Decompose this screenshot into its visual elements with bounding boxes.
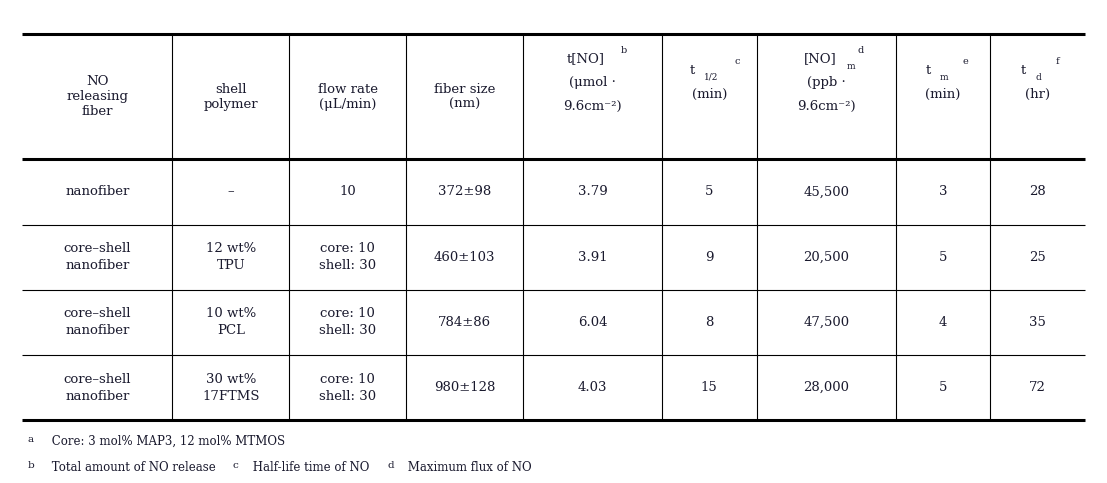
Text: 10 wt%
PCL: 10 wt% PCL [206,307,256,338]
Text: 980±128: 980±128 [434,381,495,394]
Text: 12 wt%
TPU: 12 wt% TPU [206,242,256,272]
Text: 3.79: 3.79 [578,185,608,199]
Text: core: 10
shell: 30: core: 10 shell: 30 [319,242,376,272]
Text: f: f [1056,57,1059,66]
Text: –: – [227,185,234,199]
Text: 9: 9 [705,251,714,264]
Text: Half-life time of NO: Half-life time of NO [249,461,377,474]
Text: 5: 5 [705,185,714,199]
Text: m: m [846,62,855,71]
Text: NO
releasing
fiber: NO releasing fiber [66,75,128,118]
Text: e: e [962,57,968,66]
Text: (min): (min) [692,88,727,100]
Text: 72: 72 [1030,381,1046,394]
Text: 5: 5 [939,251,948,264]
Text: 5: 5 [939,381,948,394]
Text: 6.04: 6.04 [578,316,608,329]
Text: core: 10
shell: 30: core: 10 shell: 30 [319,307,376,338]
Text: core–shell
nanofiber: core–shell nanofiber [63,372,131,403]
Text: t: t [1021,64,1026,76]
Text: 35: 35 [1030,316,1046,329]
Text: (hr): (hr) [1025,88,1051,100]
Text: t: t [690,64,695,76]
Text: 8: 8 [705,316,714,329]
Text: shell
polymer: shell polymer [204,83,258,111]
Text: 15: 15 [701,381,717,394]
Text: a: a [28,435,34,444]
Text: 3.91: 3.91 [578,251,608,264]
Text: 460±103: 460±103 [434,251,495,264]
Text: core–shell
nanofiber: core–shell nanofiber [63,242,131,272]
Text: 1/2: 1/2 [704,73,718,82]
Text: core: 10
shell: 30: core: 10 shell: 30 [319,372,376,403]
Text: 372±98: 372±98 [438,185,492,199]
Text: d: d [1036,73,1042,82]
Text: 45,500: 45,500 [804,185,849,199]
Text: core–shell
nanofiber: core–shell nanofiber [63,307,131,338]
Text: 4: 4 [939,316,948,329]
Text: b: b [620,46,627,55]
Text: 28,000: 28,000 [804,381,849,394]
Text: d: d [387,461,394,470]
Text: m: m [940,73,949,82]
Text: (ppb ·: (ppb · [807,76,846,88]
Text: 10: 10 [339,185,356,199]
Text: t[NO]: t[NO] [567,53,604,65]
Text: b: b [28,461,34,470]
Text: 9.6cm⁻²): 9.6cm⁻²) [563,100,622,113]
Text: nanofiber: nanofiber [65,185,130,199]
Text: t: t [925,64,931,76]
Text: fiber size
(nm): fiber size (nm) [434,83,495,111]
Text: (μmol ·: (μmol · [569,76,615,88]
Text: (min): (min) [925,88,961,100]
Text: flow rate
(μL/min): flow rate (μL/min) [318,83,377,111]
Text: 3: 3 [939,185,948,199]
Text: 9.6cm⁻²): 9.6cm⁻²) [797,100,856,113]
Text: Maximum flux of NO: Maximum flux of NO [404,461,531,474]
Text: 47,500: 47,500 [803,316,849,329]
Text: Core: 3 mol% MAP3, 12 mol% MTMOS: Core: 3 mol% MAP3, 12 mol% MTMOS [48,435,284,448]
Text: 28: 28 [1030,185,1046,199]
Text: [NO]: [NO] [804,53,837,65]
Text: c: c [232,461,238,470]
Text: 4.03: 4.03 [578,381,608,394]
Text: c: c [734,57,739,66]
Text: Total amount of NO release: Total amount of NO release [48,461,223,474]
Text: d: d [857,46,863,55]
Text: 30 wt%
17FTMS: 30 wt% 17FTMS [203,372,259,403]
Text: 20,500: 20,500 [804,251,849,264]
Text: 25: 25 [1030,251,1046,264]
Text: 784±86: 784±86 [438,316,492,329]
